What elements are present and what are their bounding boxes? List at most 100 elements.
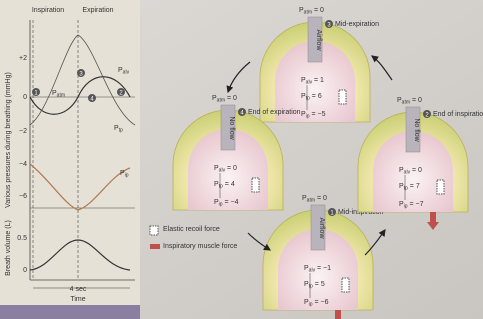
y-axis-label: Various pressures during breathing (mmHg…	[5, 72, 12, 208]
subscript: atm	[217, 98, 225, 104]
symbol: P	[214, 199, 219, 206]
ptp-curve	[29, 34, 136, 126]
airway	[220, 104, 236, 151]
symbol: P	[301, 111, 306, 118]
y-tick-label: −4	[19, 161, 27, 168]
y-tick-label: −2	[19, 128, 27, 135]
volume-curve	[29, 239, 131, 271]
subscript: alv	[309, 268, 316, 274]
equals: = 0	[225, 165, 237, 172]
flow-label: No flow	[413, 118, 420, 142]
flow-label: Airflow	[318, 217, 325, 239]
curve-label: Patm	[52, 90, 65, 99]
graph	[29, 20, 136, 289]
step-marker	[238, 108, 246, 116]
pressure-label: Palv = 0	[214, 165, 237, 174]
step-marker	[117, 88, 125, 96]
volume-tick-label: 0.5	[17, 235, 27, 242]
step-number: 3	[327, 22, 331, 28]
step-number: 2	[119, 90, 123, 96]
pressure-label: Patm = 0	[299, 7, 324, 16]
x-axis-label: Time	[70, 296, 85, 303]
step-number: 4	[240, 110, 244, 116]
equals: = 4	[223, 181, 235, 188]
subscript: tp	[404, 186, 408, 192]
panel-strip	[0, 305, 140, 319]
graph-panel	[0, 0, 140, 319]
step-number: 1	[34, 90, 38, 96]
palv-curve	[29, 76, 131, 115]
recoil-arrow	[338, 89, 347, 105]
symbol: P	[52, 90, 57, 97]
symbol: P	[399, 201, 404, 208]
flow-label: No flow	[228, 116, 235, 140]
symbol: P	[301, 77, 306, 84]
step-number: 4	[90, 96, 94, 102]
lung	[373, 131, 453, 212]
subscript: tp	[219, 184, 223, 190]
symbol: P	[304, 281, 309, 288]
curve-label: Ptp	[114, 125, 123, 134]
equals: = 7	[408, 183, 420, 190]
symbol: P	[299, 7, 304, 14]
pressure-label: Ptp = 6	[301, 93, 322, 102]
stage-title: Mid-inspiration	[338, 209, 384, 216]
pressure-label: Palv = 0	[399, 167, 422, 176]
subscript: tp	[309, 284, 313, 290]
symbol: P	[214, 165, 219, 172]
step-marker	[423, 110, 431, 118]
step-number: 1	[330, 210, 334, 216]
step-marker	[32, 88, 40, 96]
lung	[188, 129, 268, 210]
pressure-label: Pip = −5	[301, 111, 326, 120]
legend: Elastic recoil force Inspiratory muscle …	[149, 225, 237, 250]
pressure-label: Pip = −7	[399, 201, 424, 210]
step-marker	[88, 94, 96, 102]
equals: = −5	[310, 111, 326, 118]
subscript: alv	[123, 70, 130, 76]
pressure-label: Ptp = 7	[399, 183, 420, 192]
pressure-label: Pip = −6	[304, 299, 329, 308]
airway	[405, 106, 421, 153]
phase-label: Expiration	[82, 7, 113, 14]
symbol: P	[304, 299, 309, 306]
symbol: P	[120, 170, 125, 177]
cycle-arrow	[226, 61, 251, 94]
volume-tick-label: 0	[23, 267, 27, 274]
cycle-arrow	[247, 232, 272, 251]
step-number: 2	[425, 112, 429, 118]
symbol: P	[114, 125, 119, 132]
subscript: atm	[304, 10, 312, 16]
muscle-arrow	[335, 310, 341, 319]
curve-label: Palv	[118, 67, 130, 76]
symbol: P	[304, 265, 309, 272]
symbol: P	[212, 95, 217, 102]
legend-swatch	[149, 225, 159, 236]
phase-label: Inspiration	[32, 7, 64, 14]
flow-label: Airflow	[315, 29, 322, 51]
curve-label: Pip	[120, 170, 129, 179]
duration-label: 4 sec	[70, 286, 87, 293]
y-tick-label: 0	[23, 94, 27, 101]
equals: = −7	[408, 201, 424, 208]
subscript: ip	[404, 204, 408, 210]
lung	[278, 229, 358, 310]
equals: = 1	[312, 77, 324, 84]
pip-curve	[29, 163, 131, 211]
recoil-arrow	[436, 179, 445, 195]
symbol: P	[301, 93, 306, 100]
subscript: ip	[306, 114, 310, 120]
pressure-label: Ptp = 4	[214, 181, 235, 190]
step-number: 3	[79, 71, 83, 77]
recoil-arrow	[341, 277, 350, 293]
pressure-label: Patm = 0	[212, 95, 237, 104]
subscript: atm	[402, 100, 410, 106]
lung	[275, 41, 355, 122]
pressure-label: Palv = 1	[301, 77, 324, 86]
symbol: P	[302, 195, 307, 202]
step-marker	[328, 208, 336, 216]
